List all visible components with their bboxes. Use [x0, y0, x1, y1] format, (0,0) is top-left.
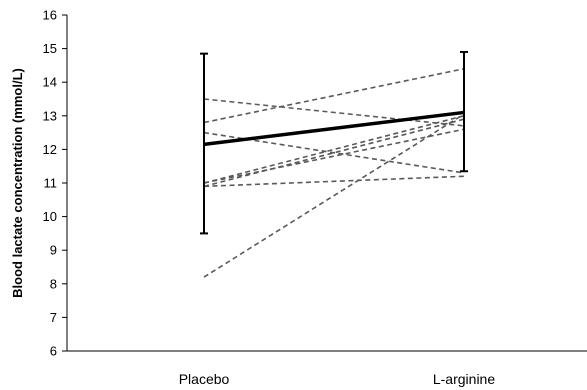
category-label-l-arginine: L-arginine — [433, 371, 495, 387]
individual-line-4 — [203, 128, 465, 184]
y-tick-label: 7 — [50, 310, 57, 325]
y-tick-label: 12 — [43, 142, 57, 157]
y-axis-title: Blood lactate concentration (mmol/L) — [10, 68, 25, 298]
y-tick-label: 9 — [50, 243, 57, 258]
y-tick-label: 16 — [43, 8, 57, 23]
y-tick-label: 14 — [43, 75, 57, 90]
y-tick-label: 10 — [43, 209, 57, 224]
axes: 6 7 8 9 10 11 12 13 14 15 16 — [43, 8, 587, 359]
individual-line-6 — [203, 175, 465, 188]
individual-line-8 — [203, 113, 465, 278]
y-tick-label: 15 — [43, 41, 57, 56]
category-label-placebo: Placebo — [179, 371, 230, 387]
y-tick-label: 13 — [43, 108, 57, 123]
mean-series — [200, 50, 468, 235]
y-ticks: 6 7 8 9 10 11 12 13 14 15 16 — [43, 8, 67, 359]
individual-line-5 — [203, 115, 465, 184]
individual-line-2 — [203, 67, 465, 124]
mean-line — [203, 110, 465, 147]
y-tick-label: 11 — [44, 176, 58, 191]
y-tick-label: 8 — [50, 276, 57, 291]
individual-line-7 — [203, 118, 465, 188]
x-category-labels: Placebo L-arginine — [179, 371, 496, 387]
individual-series — [203, 67, 465, 278]
individual-line-1 — [203, 98, 465, 127]
y-tick-label: 6 — [50, 344, 57, 359]
